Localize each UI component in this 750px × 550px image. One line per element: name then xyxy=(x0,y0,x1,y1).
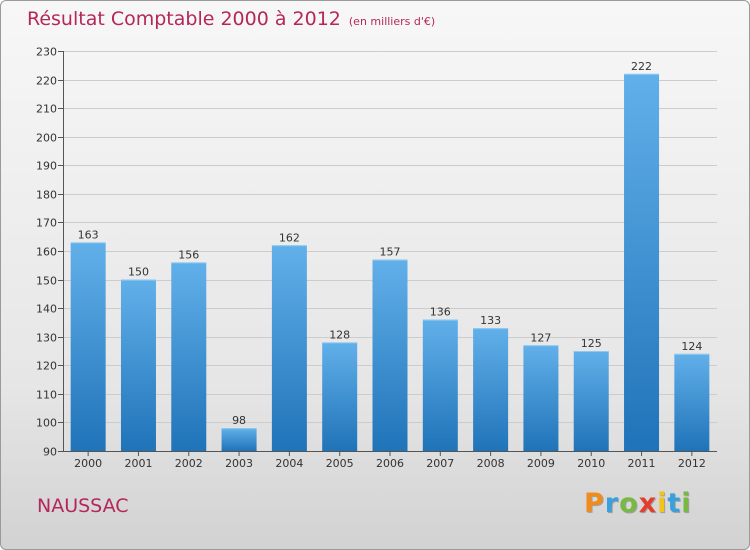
y-tick-label: 150 xyxy=(36,275,57,288)
title-subtitle: (en milliers d'€) xyxy=(348,15,436,28)
logo-letter: P xyxy=(584,488,605,519)
logo-letter: x xyxy=(638,488,658,519)
bar xyxy=(624,73,660,451)
y-tick-label: 140 xyxy=(36,303,57,316)
proxiti-logo: Proxiti xyxy=(584,488,692,519)
bar xyxy=(221,428,257,451)
y-tick-label: 220 xyxy=(36,75,57,88)
bar xyxy=(322,342,358,451)
bar-value-label: 157 xyxy=(380,246,401,259)
bar-value-label: 124 xyxy=(681,340,702,353)
logo-letter: t xyxy=(667,488,682,519)
commune-name: NAUSSAC xyxy=(37,495,129,517)
x-tick-label: 2004 xyxy=(275,457,303,470)
y-tick-label: 180 xyxy=(36,189,57,202)
y-tick-label: 90 xyxy=(43,446,57,459)
bar xyxy=(120,279,156,451)
bar xyxy=(473,328,509,451)
y-tick-label: 120 xyxy=(36,360,57,373)
logo-letter: o xyxy=(619,488,639,519)
y-tick-label: 210 xyxy=(36,103,57,116)
bar-value-label: 128 xyxy=(329,328,350,341)
bar-value-label: 127 xyxy=(530,331,551,344)
bar xyxy=(573,351,609,451)
x-tick-label: 2008 xyxy=(477,457,505,470)
chart-title: Résultat Comptable 2000 à 2012 (en millie… xyxy=(27,8,435,30)
y-tick-label: 130 xyxy=(36,332,57,345)
x-tick-label: 2000 xyxy=(74,457,102,470)
bar xyxy=(70,242,106,451)
logo-letter: i xyxy=(681,488,692,519)
x-tick-label: 2005 xyxy=(326,457,354,470)
x-tick-label: 2010 xyxy=(577,457,605,470)
bar-value-label: 163 xyxy=(78,228,99,241)
x-tick-label: 2007 xyxy=(426,457,454,470)
x-tick-label: 2003 xyxy=(225,457,253,470)
y-tick-label: 230 xyxy=(36,46,57,59)
y-tick-label: 170 xyxy=(36,217,57,230)
logo-letter: r xyxy=(604,488,620,519)
bar xyxy=(271,245,307,451)
bar-value-label: 136 xyxy=(430,306,451,319)
x-tick-label: 2009 xyxy=(527,457,555,470)
y-tick-label: 190 xyxy=(36,160,57,173)
y-tick-label: 110 xyxy=(36,389,57,402)
x-tick-label: 2001 xyxy=(124,457,152,470)
x-tick-label: 2011 xyxy=(628,457,656,470)
x-tick-label: 2006 xyxy=(376,457,404,470)
bar xyxy=(523,345,559,451)
x-tick-label: 2002 xyxy=(175,457,203,470)
bar xyxy=(674,353,710,451)
y-tick-label: 100 xyxy=(36,417,57,430)
bar-value-label: 125 xyxy=(581,337,602,350)
bar-value-label: 150 xyxy=(128,266,149,279)
logo-letter: i xyxy=(657,488,668,519)
x-tick-label: 2012 xyxy=(678,457,706,470)
bar xyxy=(171,262,207,451)
y-tick-label: 160 xyxy=(36,246,57,259)
bar-value-label: 162 xyxy=(279,231,300,244)
title-text: Résultat Comptable 2000 à 2012 xyxy=(27,8,341,30)
y-tick-label: 200 xyxy=(36,132,57,145)
axes: 90 100 110 120 130 140 150 160 170 180 190 200 210 22… xyxy=(36,46,717,470)
bar-value-label: 156 xyxy=(178,248,199,261)
bar-value-label: 98 xyxy=(232,414,246,427)
bar xyxy=(422,319,458,451)
bar-value-label: 222 xyxy=(631,60,652,73)
bars: 163 150 156 98 162 128 157 136 133 127 125 222 124 xyxy=(70,60,710,451)
bar xyxy=(372,259,408,451)
bar-value-label: 133 xyxy=(480,314,501,327)
